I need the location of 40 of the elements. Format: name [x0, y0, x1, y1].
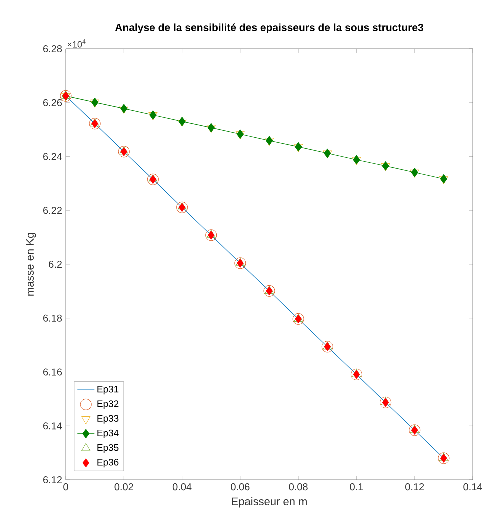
point: [206, 230, 218, 242]
y-tick-label: 6.24: [44, 153, 62, 160]
text: ×10$^{4}$: [68, 40, 86, 48]
point: [350, 368, 362, 380]
point: [118, 146, 130, 158]
x-tick-label: 0.08: [289, 484, 308, 491]
x-tick-label: 0.02: [114, 484, 134, 491]
y-tick-label: 6.12: [44, 476, 62, 484]
x-tick-label: 0.12: [406, 484, 424, 491]
point: [292, 313, 304, 325]
chart-title: Analyse de la sensibilité des epaisseurs de la sous structure3: [115, 24, 424, 34]
point: [147, 174, 159, 186]
y-tick-label: 6.14: [44, 422, 62, 430]
x-tick-label: 0.04: [172, 484, 192, 491]
x-tick-label: 0: [64, 484, 68, 491]
x-tick-label: 0.06: [231, 484, 250, 491]
legend-label: Ep32: [98, 400, 119, 410]
point: [322, 341, 334, 353]
legend-label: Ep33: [98, 415, 119, 424]
point: [409, 424, 421, 436]
legend-label: Ep35: [98, 444, 119, 454]
y-tick-label: 6.28: [44, 45, 62, 53]
y-tick-label: 6.22: [44, 207, 62, 214]
y-tick-label: 6.16: [44, 368, 62, 376]
point: [89, 118, 101, 130]
point: [176, 202, 188, 214]
x-tick-label: 0.1: [350, 484, 364, 491]
legend-label: Ep36: [98, 459, 119, 468]
x-axis-title: Epaisseur en m: [232, 497, 307, 508]
y-tick-label: 6.2: [49, 260, 62, 268]
y-tick-label: 6.18: [44, 314, 62, 322]
y-tick-label: 6.26: [44, 99, 62, 106]
point: [264, 285, 276, 297]
point: [380, 396, 392, 408]
legend-label: Ep31: [98, 386, 119, 395]
point: [234, 258, 246, 270]
x-tick-label: 0.14: [464, 484, 482, 491]
y-axis-title: masse en Kg: [26, 233, 36, 296]
legend-label: Ep34: [98, 430, 119, 438]
point: [438, 452, 450, 464]
